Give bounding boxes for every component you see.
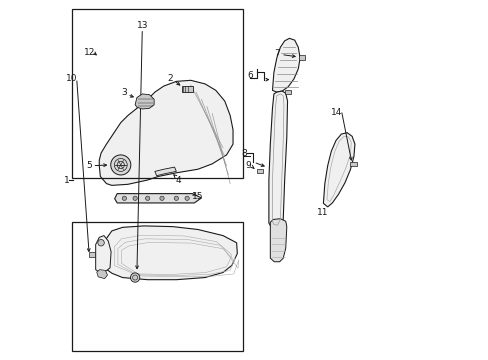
Bar — [349, 162, 356, 166]
Circle shape — [174, 196, 178, 201]
Polygon shape — [270, 219, 286, 262]
Polygon shape — [135, 94, 154, 109]
Bar — [89, 252, 95, 257]
Text: 3: 3 — [121, 87, 127, 96]
Bar — [72, 222, 242, 351]
Circle shape — [184, 196, 189, 201]
Text: 12: 12 — [84, 48, 95, 57]
Text: 2: 2 — [167, 75, 173, 84]
Text: 8: 8 — [241, 149, 246, 158]
Polygon shape — [96, 235, 111, 272]
Circle shape — [130, 273, 140, 282]
Circle shape — [122, 196, 126, 201]
Circle shape — [145, 196, 149, 201]
Text: 5: 5 — [86, 161, 92, 170]
Polygon shape — [323, 133, 354, 207]
Polygon shape — [97, 270, 107, 279]
Bar — [182, 86, 192, 92]
Text: 10: 10 — [66, 74, 77, 83]
Text: 14: 14 — [331, 108, 342, 117]
Text: 1: 1 — [64, 176, 70, 185]
Polygon shape — [115, 194, 201, 203]
Text: 7: 7 — [274, 49, 280, 58]
Bar — [298, 55, 305, 60]
Polygon shape — [99, 80, 233, 185]
Text: 13: 13 — [136, 21, 148, 30]
Text: 6: 6 — [246, 71, 252, 80]
Text: 11: 11 — [316, 208, 328, 217]
Polygon shape — [272, 39, 300, 92]
Circle shape — [110, 155, 131, 175]
Circle shape — [160, 196, 164, 201]
Text: 15: 15 — [192, 192, 203, 201]
Polygon shape — [104, 226, 237, 280]
Text: 9: 9 — [244, 161, 250, 170]
Circle shape — [133, 196, 137, 201]
Circle shape — [98, 239, 104, 246]
Text: 4: 4 — [175, 176, 181, 185]
Bar — [256, 168, 263, 173]
Polygon shape — [155, 167, 176, 176]
Polygon shape — [268, 91, 287, 229]
Bar — [284, 90, 290, 94]
Bar — [72, 9, 242, 178]
